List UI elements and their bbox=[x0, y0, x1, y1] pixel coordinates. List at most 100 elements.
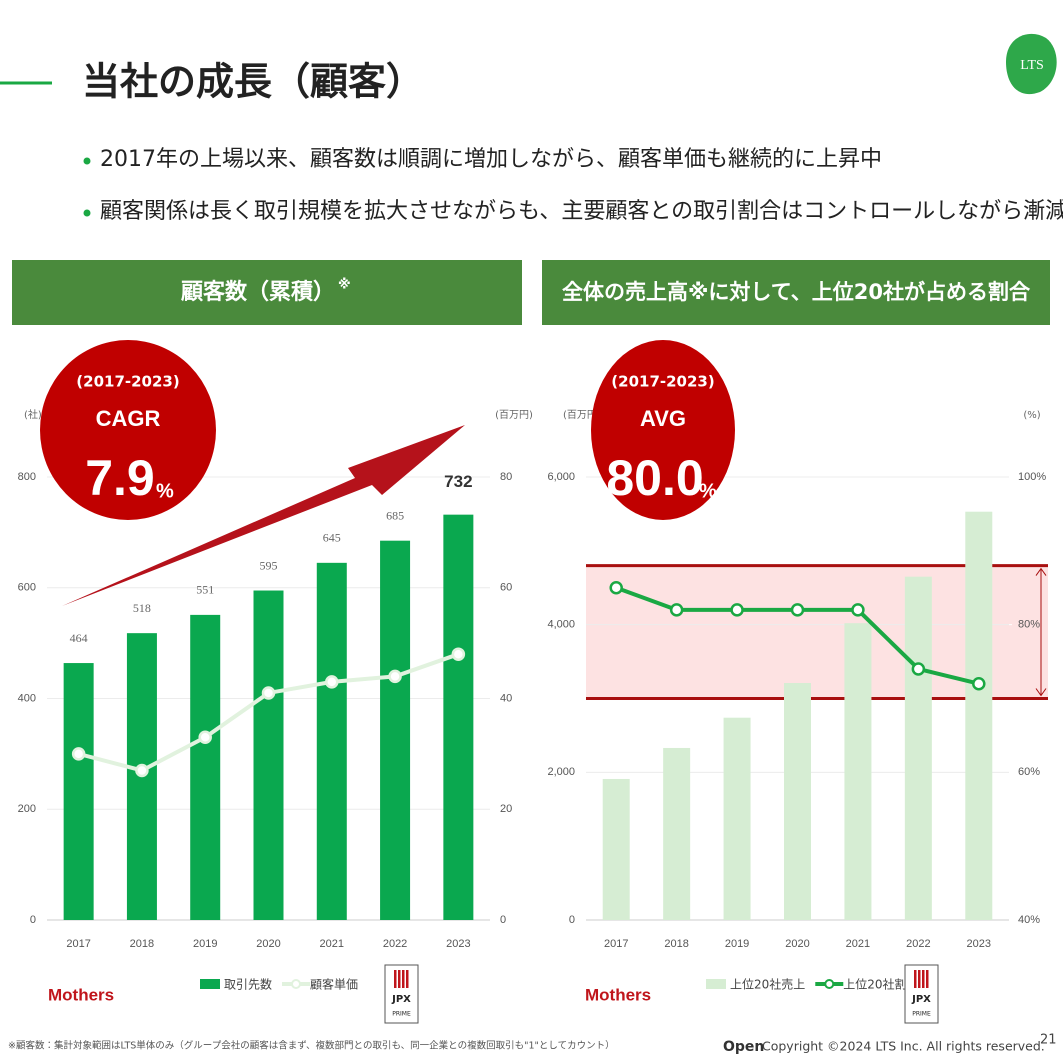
x-tick-label: 2018 bbox=[664, 938, 688, 950]
mothers-logo: Mothers bbox=[48, 985, 114, 1004]
bar bbox=[380, 540, 411, 920]
bar bbox=[844, 623, 872, 920]
line-point bbox=[261, 686, 276, 700]
x-tick-label: 2020 bbox=[256, 938, 280, 950]
badge-unit: % bbox=[156, 480, 174, 502]
line-point bbox=[851, 603, 865, 617]
page-title: 当社の成長（顧客） bbox=[82, 60, 424, 104]
panel-title: 顧客数（累積） bbox=[181, 279, 335, 305]
jpx-mark bbox=[914, 970, 917, 988]
data-label: 685 bbox=[386, 508, 404, 522]
line-point bbox=[972, 676, 986, 691]
legend-label: 顧客単価 bbox=[310, 978, 358, 992]
legend-swatch bbox=[291, 979, 302, 989]
y-axis-unit: (百万円) bbox=[563, 409, 601, 421]
jpx-frame bbox=[384, 964, 419, 1024]
line-point bbox=[669, 603, 684, 617]
footnote: ※顧客数：集計対象範囲はLTS単体のみ（グループ会社の顧客は含まず、複数部門との… bbox=[8, 1040, 615, 1052]
jpx-label: JPX bbox=[911, 994, 931, 1005]
line-point bbox=[730, 603, 744, 617]
y2-tick-label: 20 bbox=[500, 803, 512, 815]
badge-period: (2017-2023) bbox=[76, 373, 179, 391]
x-tick-label: 2021 bbox=[320, 938, 344, 950]
line-point bbox=[198, 730, 212, 745]
bar bbox=[965, 511, 993, 920]
jpx-mark bbox=[918, 970, 921, 988]
x-tick-label: 2021 bbox=[846, 938, 870, 950]
data-label: 595 bbox=[260, 558, 278, 572]
x-tick-label: 2020 bbox=[785, 938, 809, 950]
y2-tick-label: 80% bbox=[1018, 619, 1040, 631]
data-label: 464 bbox=[70, 631, 88, 645]
y-tick-label: 0 bbox=[30, 914, 36, 926]
x-tick-label: 2017 bbox=[604, 938, 628, 950]
y2-tick-label: 100% bbox=[1018, 471, 1046, 483]
y2-tick-label: 60 bbox=[500, 582, 512, 594]
y-tick-label: 2,000 bbox=[547, 766, 575, 778]
x-tick-label: 2022 bbox=[383, 938, 407, 950]
y-tick-label: 200 bbox=[18, 803, 36, 815]
panel-header bbox=[12, 260, 522, 325]
jpx-frame bbox=[904, 964, 939, 1024]
y-tick-label: 800 bbox=[18, 471, 36, 483]
legend-swatch bbox=[706, 979, 726, 989]
bullet-text: 顧客関係は長く取引規模を拡大させながらも、主要顧客との取引割合はコントロールしな… bbox=[100, 199, 1063, 224]
bullet-dot bbox=[83, 209, 91, 217]
y-tick-label: 6,000 bbox=[547, 471, 575, 483]
copyright: Copyright ©2024 LTS Inc. All rights rese… bbox=[762, 1039, 1045, 1054]
bar bbox=[316, 562, 347, 920]
jpx-mark bbox=[402, 970, 405, 988]
panel-header bbox=[542, 260, 1050, 325]
jpx-mark bbox=[406, 970, 409, 988]
y-tick-label: 600 bbox=[18, 582, 36, 594]
line-point bbox=[325, 675, 339, 689]
line-point bbox=[609, 581, 623, 595]
badge bbox=[591, 340, 735, 520]
line-point bbox=[451, 647, 466, 661]
bar bbox=[443, 514, 474, 920]
badge-label: CAGR bbox=[96, 406, 161, 431]
jpx-mark bbox=[398, 970, 401, 988]
line-point bbox=[71, 747, 86, 761]
page-number: 21 bbox=[1040, 1033, 1057, 1048]
line-point bbox=[388, 669, 402, 684]
band-arrow-head bbox=[1035, 567, 1047, 697]
bar bbox=[63, 663, 94, 920]
jpx-mark bbox=[922, 970, 925, 988]
badge-period: (2017-2023) bbox=[611, 373, 714, 391]
jpx-label: JPX bbox=[391, 994, 411, 1005]
y2-tick-label: 60% bbox=[1018, 766, 1040, 778]
badge-label: AVG bbox=[640, 406, 686, 431]
classification: Open bbox=[723, 1039, 764, 1055]
data-label: 551 bbox=[196, 583, 214, 597]
legend-swatch bbox=[824, 979, 835, 989]
y2-tick-label: 80 bbox=[500, 471, 512, 483]
legend-label: 取引先数 bbox=[224, 977, 272, 992]
logo-text: LTS bbox=[1020, 58, 1044, 73]
data-label: 645 bbox=[323, 531, 341, 545]
bar bbox=[663, 747, 691, 920]
bullet-text: 2017年の上場以来、顧客数は順調に増加しながら、顧客単価も継続的に上昇中 bbox=[100, 147, 882, 172]
y-tick-label: 400 bbox=[18, 692, 36, 704]
jpx-mark bbox=[394, 970, 397, 988]
logo-shape bbox=[1006, 33, 1057, 95]
panel-title: 全体の売上高※に対して、上位20社が占める割合 bbox=[562, 280, 1031, 304]
badge-unit: % bbox=[699, 480, 717, 502]
x-tick-label: 2017 bbox=[66, 938, 90, 950]
line-point bbox=[911, 662, 926, 676]
legend-swatch bbox=[200, 979, 220, 989]
bar bbox=[723, 717, 751, 920]
jpx-mark bbox=[926, 970, 929, 988]
x-tick-label: 2018 bbox=[130, 938, 154, 950]
legend-label: 上位20社割合 bbox=[843, 977, 918, 992]
y-tick-label: 0 bbox=[569, 914, 575, 926]
y2-tick-label: 0 bbox=[500, 914, 506, 926]
y2-axis-unit: (%) bbox=[1023, 410, 1040, 421]
bar bbox=[602, 778, 630, 920]
line-point bbox=[135, 763, 149, 778]
badge bbox=[40, 340, 216, 520]
badge-value: 80.0 bbox=[606, 450, 703, 506]
y2-tick-label: 40% bbox=[1018, 914, 1040, 926]
prime-label: PRIME bbox=[912, 1011, 931, 1018]
